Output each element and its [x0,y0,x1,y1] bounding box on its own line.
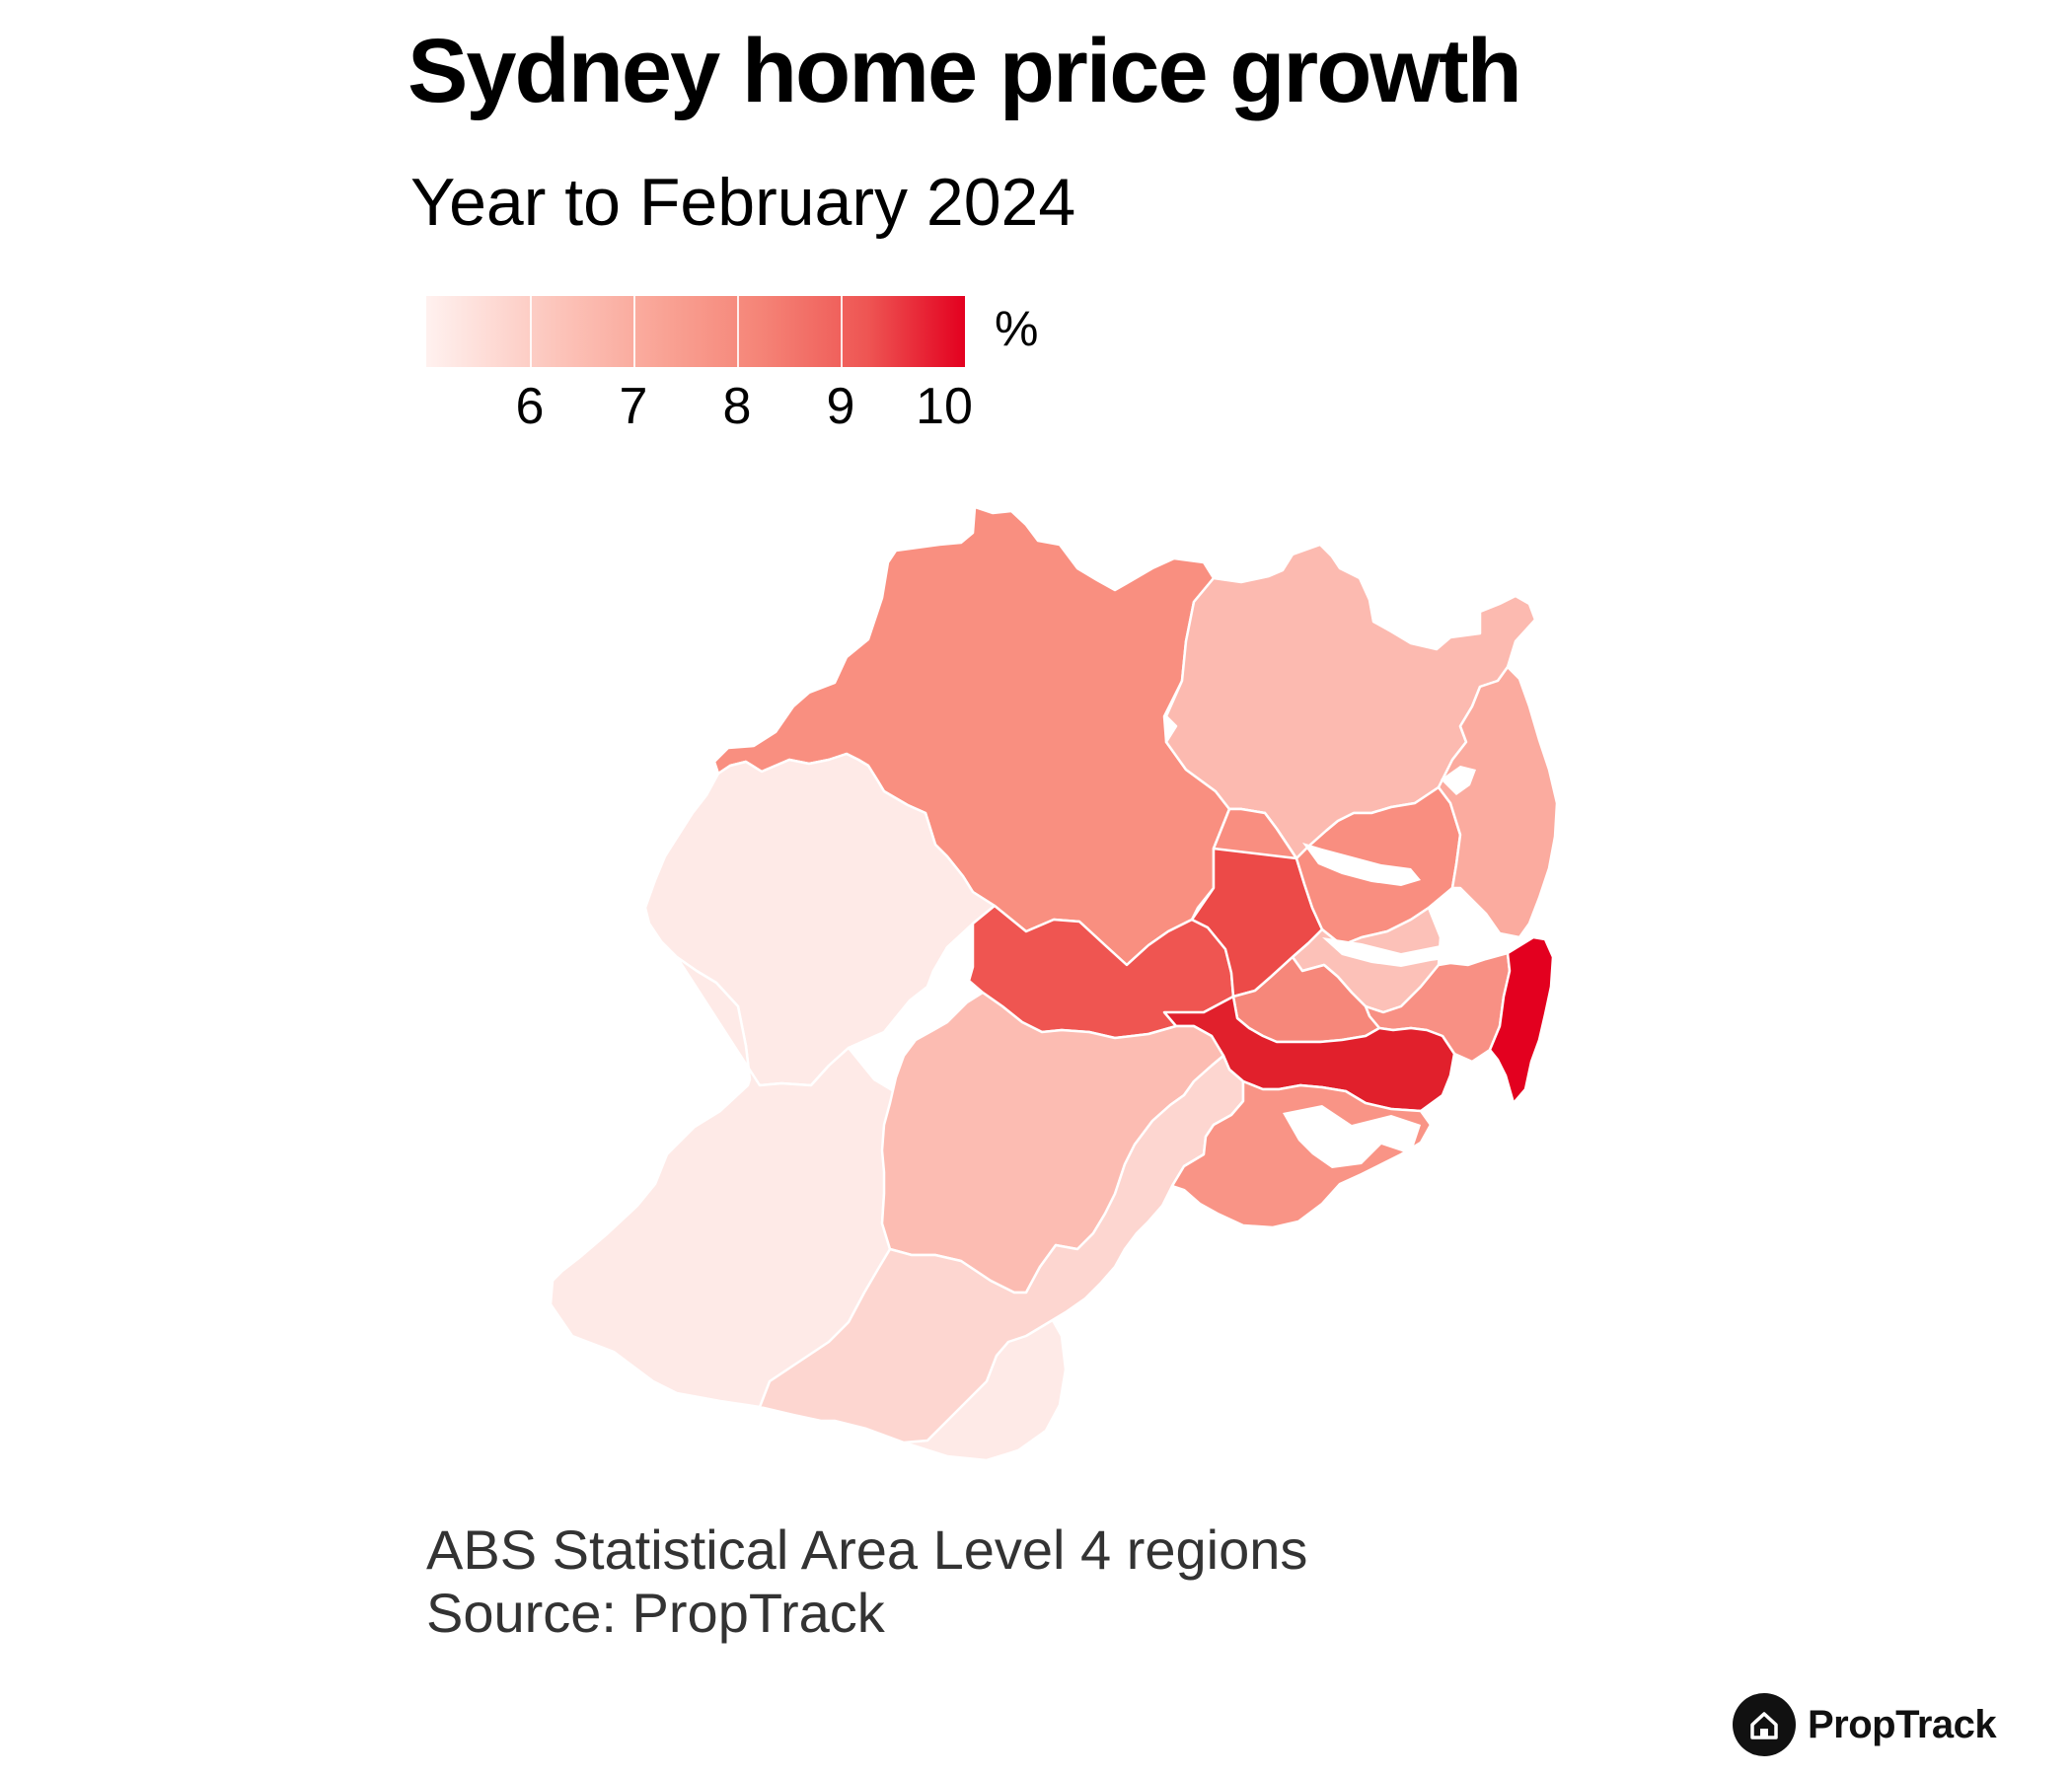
brand-name: PropTrack [1808,1702,1997,1746]
map-region[interactable]: Sutherland: 7.7% [1170,1079,1433,1229]
map-caption: ABS Statistical Area Level 4 regions [426,1518,1308,1581]
legend-tick-mark [633,296,635,367]
legend-tick-label: 10 [916,378,973,435]
page-subtitle: Year to February 2024 [410,165,1076,240]
legend-gradient-bar [426,296,965,367]
harbour-water [1283,1105,1421,1168]
legend-tick-mark [530,296,532,367]
harbour-water [1441,766,1476,795]
sydney-choropleth-map: Baulkham Hills and Hawkesbury: 7.9% Cent… [549,505,1559,1460]
legend-tick-mark [737,296,739,367]
harbour-water [1302,843,1421,886]
house-icon [1733,1693,1796,1756]
page-title: Sydney home price growth [407,21,1522,121]
map-region[interactable]: Eastern Suburbs: 10.2% [1488,935,1555,1105]
legend-unit: % [995,301,1039,356]
harbour-water [1322,937,1500,967]
color-legend: 6 7 8 9 10 % [426,296,1038,435]
brand-logo: PropTrack [1733,1691,1997,1758]
legend-tick-label: 7 [619,378,648,435]
legend-tick-label: 8 [722,378,752,435]
legend-tick-label: 6 [515,378,545,435]
legend-tick-label: 9 [826,378,855,435]
map-source: Source: PropTrack [426,1582,885,1644]
map-region[interactable]: Northern Beaches: 7.4% [1437,665,1559,939]
legend-tick-mark [841,296,843,367]
map-region[interactable]: Outer West and Blue Mountains: 5.3% [643,752,997,1087]
